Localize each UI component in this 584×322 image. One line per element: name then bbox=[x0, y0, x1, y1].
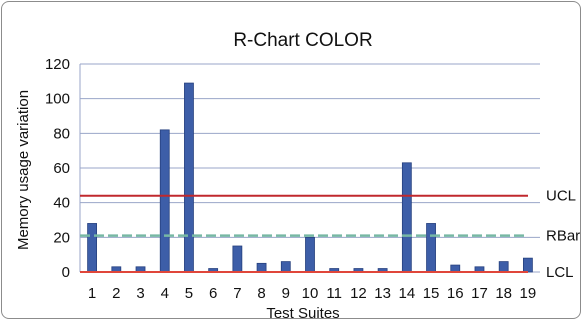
reference-line-label: RBar bbox=[546, 228, 580, 245]
y-axis-title: Memory usage variation bbox=[15, 90, 32, 250]
x-tick-label: 2 bbox=[112, 285, 120, 302]
y-tick-labels: 0 20 40 60 80 100 120 bbox=[45, 56, 70, 281]
bar bbox=[305, 236, 315, 273]
x-tick-label: 4 bbox=[161, 285, 169, 302]
x-tick-labels: 1 2 3 4 5 6 7 8 9 10 11 12 13 14 15 16 17 18 19 bbox=[88, 285, 536, 302]
bar bbox=[232, 245, 243, 273]
chart-title: R-Chart COLOR bbox=[233, 30, 372, 51]
y-tick-label: 20 bbox=[53, 229, 70, 246]
x-tick-label: 17 bbox=[471, 285, 488, 302]
bars bbox=[87, 82, 533, 273]
x-tick-label: 1 bbox=[88, 285, 96, 302]
x-tick-label: 15 bbox=[423, 285, 440, 302]
bar bbox=[256, 262, 267, 273]
x-tick-label: 6 bbox=[209, 285, 217, 302]
bar bbox=[280, 261, 291, 273]
bar bbox=[450, 264, 461, 273]
x-tick-label: 16 bbox=[447, 285, 464, 302]
x-tick-label: 10 bbox=[302, 285, 319, 302]
bar bbox=[522, 257, 533, 273]
x-tick-label: 14 bbox=[398, 285, 415, 302]
y-tick-label: 40 bbox=[53, 195, 70, 212]
x-tick-label: 12 bbox=[350, 285, 367, 302]
x-tick-label: 5 bbox=[185, 285, 193, 302]
bar bbox=[498, 261, 509, 273]
reference-line-label: UCL bbox=[546, 188, 576, 205]
y-tick-label: 0 bbox=[62, 264, 70, 281]
x-tick-label: 3 bbox=[136, 285, 144, 302]
x-tick-label: 11 bbox=[326, 285, 342, 302]
x-tick-label: 7 bbox=[233, 285, 241, 302]
x-tick-label: 18 bbox=[495, 285, 512, 302]
x-tick-label: 8 bbox=[257, 285, 265, 302]
x-tick-label: 13 bbox=[374, 285, 391, 302]
bar bbox=[159, 129, 170, 273]
y-tick-label: 80 bbox=[53, 125, 70, 142]
y-tick-label: 100 bbox=[45, 91, 70, 108]
x-tick-label: 19 bbox=[520, 285, 537, 302]
reference-line-label: LCL bbox=[546, 264, 574, 281]
y-tick-label: 120 bbox=[45, 56, 70, 73]
reference-lines: UCL RBar LCL bbox=[80, 188, 580, 281]
bar bbox=[87, 223, 98, 273]
bar bbox=[401, 162, 412, 273]
y-tick-label: 60 bbox=[53, 160, 70, 177]
x-axis-title: Test Suites bbox=[266, 305, 339, 322]
x-tick-label: 9 bbox=[282, 285, 290, 302]
bar bbox=[184, 82, 194, 273]
bar bbox=[426, 223, 436, 273]
